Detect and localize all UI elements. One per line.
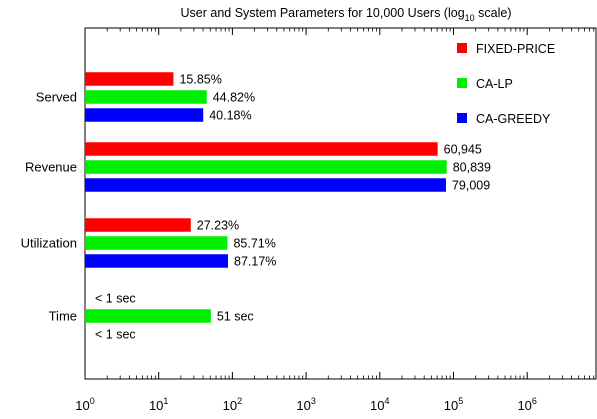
data-label: 79,009 (452, 179, 490, 193)
chart-title: User and System Parameters for 10,000 Us… (181, 6, 512, 23)
legend-swatch (457, 113, 467, 123)
x-tick-label: 102 (223, 396, 242, 413)
bar (85, 309, 211, 323)
bar (85, 142, 438, 156)
data-label: 85.71% (233, 237, 275, 251)
data-label: 40.18% (209, 109, 251, 123)
data-label: 27.23% (197, 219, 239, 233)
y-category-label: Utilization (21, 236, 77, 251)
x-tick-label: 105 (444, 396, 463, 413)
bar (85, 218, 191, 232)
y-category-label: Time (49, 309, 77, 324)
bar (85, 178, 446, 192)
data-label: < 1 sec (95, 328, 136, 342)
legend-swatch (457, 78, 467, 88)
y-category-label: Revenue (25, 160, 77, 175)
x-tick-label: 106 (517, 396, 536, 413)
bar (85, 72, 174, 86)
data-label: 60,945 (444, 143, 482, 157)
y-axis-categories: Served Revenue Utilization Time (21, 90, 77, 324)
x-tick-label: 101 (149, 396, 168, 413)
data-label: 87.17% (234, 255, 276, 269)
bar (85, 90, 207, 104)
x-axis: 100 101 102 103 104 105 106 (75, 28, 595, 413)
chart-title-suffix: scale) (475, 6, 512, 20)
chart-title-subscript: 10 (465, 13, 475, 23)
x-tick-label: 103 (296, 396, 315, 413)
bar (85, 160, 447, 174)
bar (85, 254, 229, 268)
x-tick-label: 104 (370, 396, 389, 413)
bar (85, 108, 204, 122)
legend-label: CA-LP (476, 77, 513, 91)
chart-title-main: User and System Parameters for 10,000 Us… (181, 6, 465, 20)
data-label: 80,839 (453, 161, 491, 175)
legend-label: CA-GREEDY (476, 112, 551, 126)
legend-swatch (457, 43, 467, 53)
legend: FIXED-PRICE CA-LP CA-GREEDY (457, 42, 555, 126)
legend-label: FIXED-PRICE (476, 42, 555, 56)
bars (85, 72, 447, 323)
x-tick-label: 100 (75, 396, 94, 413)
bar (85, 236, 228, 250)
data-labels: 15.85% 44.82% 40.18% 60,945 80,839 79,009 27.2… (95, 73, 491, 342)
data-label: 51 sec (217, 310, 254, 324)
data-label: 15.85% (179, 73, 221, 87)
data-label: < 1 sec (95, 292, 136, 306)
data-label: 44.82% (213, 91, 255, 105)
y-category-label: Served (36, 90, 77, 105)
plot-frame (84, 27, 597, 380)
